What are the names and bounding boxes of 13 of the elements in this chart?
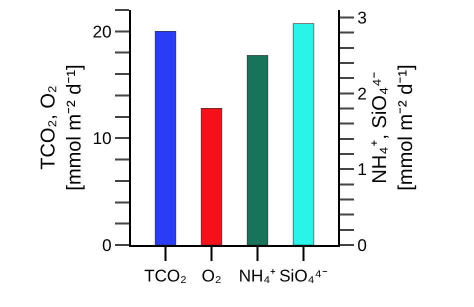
y-tick-label: 10 [92,129,112,148]
y2-tick-label: 1 [357,160,367,180]
y2-tick-label: 2 [357,84,367,104]
x-tick-label: TCO₂ [144,266,187,286]
y2-tick-label: 0 [357,236,367,255]
y2-axis-title: NH₄⁺, SiO₄⁴⁻ [mmol m⁻² d⁻¹] [368,64,417,191]
y-axis-title: TCO₂, O₂ [mmol m⁻² d⁻¹] [38,64,86,191]
y2-tick-label: 3 [357,8,367,28]
x-tick-label: O₂ [202,266,222,286]
x-tick-label: NH₄⁺ [238,266,276,286]
y-tick-label: 0 [102,236,112,255]
x-tick-label: SiO₄⁴⁻ [279,266,328,286]
y-tick-label: 20 [92,22,112,42]
